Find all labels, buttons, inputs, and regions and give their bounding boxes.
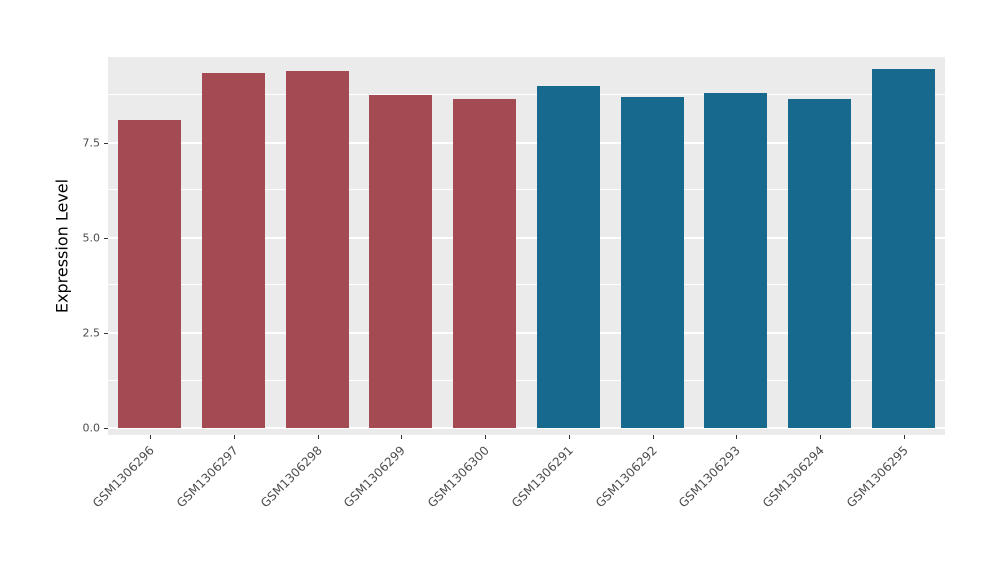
- x-tick-mark: [652, 435, 654, 439]
- gridline-minor: [108, 284, 945, 286]
- x-tick-mark: [484, 435, 486, 439]
- bar: [788, 99, 851, 428]
- gridline-minor: [108, 189, 945, 191]
- y-tick-label: 2.5: [82, 326, 101, 340]
- y-tick-mark: [104, 428, 108, 429]
- x-tick-mark: [317, 435, 319, 439]
- bar: [704, 93, 767, 428]
- bar: [872, 69, 935, 428]
- y-tick-label: 5.0: [82, 231, 101, 245]
- plot-panel: [108, 57, 945, 435]
- x-tick-mark: [400, 435, 402, 439]
- y-tick-label: 7.5: [82, 136, 101, 150]
- bar: [537, 86, 600, 428]
- x-tick-label: GSM1306296: [89, 443, 157, 511]
- bar: [202, 73, 265, 428]
- gridline-major: [108, 141, 945, 144]
- x-tick-label: GSM1306295: [843, 443, 911, 511]
- x-tick-mark: [903, 435, 905, 439]
- gridline-minor: [108, 379, 945, 381]
- gridline-major: [108, 331, 945, 334]
- bar: [453, 99, 516, 428]
- y-tick-mark: [104, 237, 108, 239]
- x-tick-label: GSM1306294: [759, 443, 827, 511]
- bar: [286, 71, 349, 428]
- x-tick-label: GSM1306292: [592, 443, 660, 511]
- y-tick-label: 0.0: [82, 421, 101, 435]
- y-tick-mark: [104, 332, 108, 334]
- gridline-major: [108, 236, 945, 239]
- x-tick-mark: [149, 435, 151, 439]
- x-tick-label: GSM1306291: [508, 443, 576, 511]
- bar: [621, 97, 684, 428]
- bar: [118, 120, 181, 428]
- x-tick-mark: [568, 435, 570, 439]
- gridline-minor: [108, 94, 945, 96]
- x-tick-label: GSM1306297: [173, 443, 241, 511]
- x-tick-label: GSM1306300: [424, 443, 492, 511]
- x-tick-mark: [735, 435, 737, 439]
- gridline-major: [108, 427, 945, 429]
- x-tick-label: GSM1306298: [257, 443, 325, 511]
- x-tick-label: GSM1306299: [340, 443, 408, 511]
- x-tick-label: GSM1306293: [675, 443, 743, 511]
- x-tick-mark: [233, 435, 235, 439]
- x-tick-mark: [819, 435, 821, 439]
- bar: [369, 95, 432, 428]
- y-tick-mark: [104, 142, 108, 144]
- y-axis-title: Expression Level: [52, 178, 72, 314]
